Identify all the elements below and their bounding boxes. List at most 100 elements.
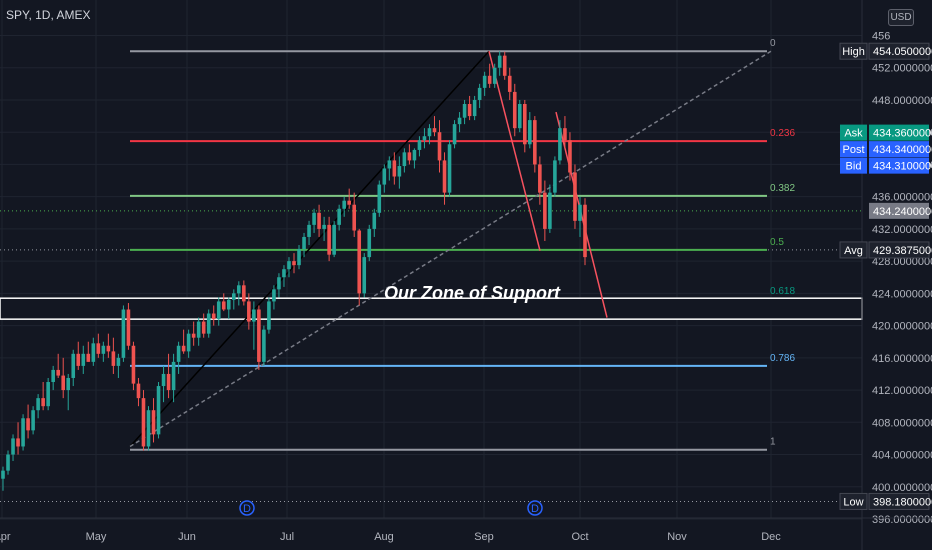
price-tag-value: 434.2400000 [873,206,932,218]
time-tick-label: Jul [280,531,294,543]
candle-body [327,224,331,255]
symbol-info: SPY, 1D, AMEX [6,8,91,22]
trendline[interactable] [129,50,490,447]
candle-body [191,333,196,338]
trendline[interactable] [488,51,541,251]
candle-body [252,309,256,322]
dividend-marker[interactable] [239,500,255,516]
candle-body [533,120,537,165]
price-tag-value-box [868,492,930,510]
candle-body [307,224,311,237]
candle-body [578,204,582,221]
candle-body [568,140,572,173]
candle-body [216,301,221,320]
price-tick-label: 424.0000000 [872,288,932,300]
price-tag-label-box [839,492,868,510]
candle-body [417,140,422,150]
price-tick-label: 412.0000000 [872,385,932,397]
candle-body [452,124,457,145]
candle-body [517,103,522,129]
candle-body [242,285,246,302]
dividend-marker-label: D [243,503,251,515]
candle-body [553,160,557,193]
candle-body [267,301,271,330]
price-tag-label-box [840,141,867,158]
price-tags: High 454.0500000 Ask 434.3600000 Post 434.340… [839,42,932,510]
candle-body [522,103,527,145]
candle-body [141,398,146,447]
dividend-marker[interactable] [527,500,543,516]
candle-body [76,353,81,366]
price-tag-value-box [869,157,929,174]
price-tag-value: 434.3600000 [873,128,932,140]
time-tick-label: Jun [178,531,196,543]
candle-body [583,204,587,258]
trendline[interactable] [129,50,772,448]
candle-body [51,369,55,383]
candle-body [221,301,226,310]
candle-body [66,377,71,391]
candle-body [146,410,151,447]
candle-body [407,152,412,161]
price-tag-value-box [869,124,929,141]
candle-body [332,224,336,255]
candle-body [382,168,387,185]
fib-level-label: 0 [770,38,776,49]
candle-body [302,236,306,250]
candle-body [71,353,76,378]
candle-body [31,410,35,431]
price-tag-label: Avg [844,245,863,257]
candle-body [116,357,121,366]
currency-button[interactable]: USD [888,9,914,26]
candle-body [211,313,216,320]
candle-body [528,120,532,145]
candle-body [171,361,176,391]
candle-body [437,132,442,161]
candle-body [287,261,291,270]
candle-body [377,184,382,213]
fib-level-label: 1 [770,437,776,448]
price-tag-label: Low [843,496,863,508]
candle-body [507,75,512,92]
price-tag-value-box [869,202,929,219]
candle-body [362,257,367,294]
candle-body [272,289,276,302]
candle-body [312,212,316,225]
candle-body [61,375,66,391]
price-tick-label: 408.0000000 [872,417,932,429]
candle-body [196,321,201,338]
candle-body [126,309,131,346]
candle-body [46,382,50,407]
time-axis[interactable]: Apr May Jun Jul Aug Sep Oct Nov Dec [0,517,932,543]
candle-body [548,192,552,229]
candle-body [41,398,45,407]
candle-body [342,200,346,209]
candle-body [237,285,241,294]
candle-body [136,383,141,399]
price-tag-label: High [842,46,865,58]
price-tick-label: 400.0000000 [872,482,932,494]
price-tick-label: 404.0000000 [872,450,932,462]
price-tag-label: Post [842,144,864,156]
trendlines[interactable] [129,50,772,448]
candle-body [492,67,497,84]
candle-body [21,418,25,447]
candle-body [372,212,377,229]
candle-body [151,410,156,435]
candle-body [131,345,136,384]
price-axis[interactable]: 456452.0000000448.0000000444.0000000440.… [861,0,932,550]
time-tick-label: Sep [474,531,494,543]
candle-body [16,438,20,447]
time-tick-label: Aug [374,531,394,543]
price-tick-label: 432.0000000 [872,224,932,236]
price-tag-value: 429.3875000 [873,245,932,257]
price-tick-label: 448.0000000 [872,95,932,107]
candle-body [543,192,547,229]
candle-body [352,204,357,231]
price-tag-value: 434.3100000 [873,161,932,173]
candle-body [387,160,392,169]
candle-body [412,149,417,161]
candle-body [282,269,286,278]
